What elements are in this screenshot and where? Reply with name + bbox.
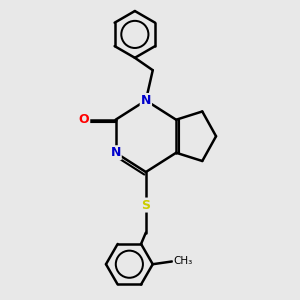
Text: O: O	[79, 113, 89, 126]
Text: N: N	[110, 146, 121, 159]
Text: S: S	[141, 199, 150, 212]
Text: CH₃: CH₃	[173, 256, 193, 266]
Text: N: N	[141, 94, 151, 107]
